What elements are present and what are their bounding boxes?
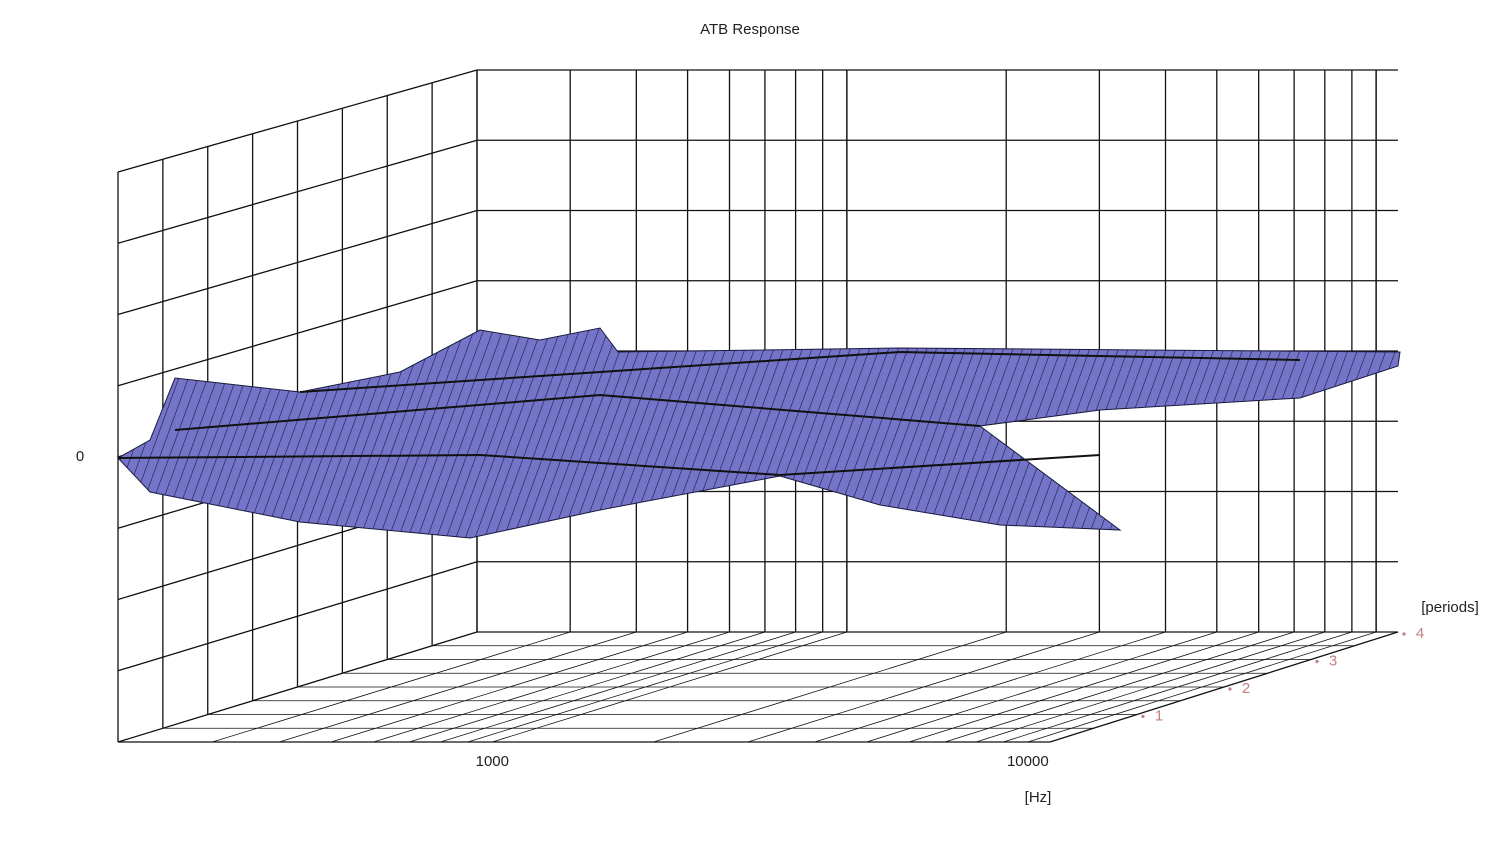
minor-grid-line <box>117 631 478 743</box>
minor-grid-line <box>492 631 848 743</box>
minor-grid-line <box>975 631 1325 743</box>
x-tick-label: 1000 <box>476 753 509 770</box>
z-tick-label: 1 <box>1155 707 1163 724</box>
tick-labels: 1000 10000 0 1 2 3 4 <box>76 448 1424 770</box>
z-tick-label: 4 <box>1416 625 1424 642</box>
minor-grid-line <box>467 631 823 743</box>
x-axis-label: [Hz] <box>1025 789 1052 806</box>
side-wall-grid <box>117 69 478 173</box>
minor-grid-line <box>373 631 730 743</box>
minor-grid-line <box>1003 631 1353 743</box>
z-tick-label: 2 <box>1242 680 1250 697</box>
z-tick-mark <box>1141 714 1145 719</box>
minor-grid-line <box>440 631 796 743</box>
minor-grid-line <box>814 631 1166 743</box>
surface-ridge <box>117 350 1301 477</box>
side-wall-grid <box>117 209 478 316</box>
x-tick-label: 10000 <box>1007 753 1049 770</box>
z-tick-mark <box>1402 632 1406 636</box>
minor-grid-line <box>330 631 688 743</box>
minor-grid-line <box>279 631 637 743</box>
floor-edge <box>1049 631 1399 743</box>
minor-grid-line <box>1027 631 1377 743</box>
y-tick-label: 0 <box>76 448 84 465</box>
z-axis-label: [periods] <box>1421 599 1479 616</box>
side-wall-grid <box>117 139 478 244</box>
chart-title: ATB Response <box>700 21 800 38</box>
minor-grid-line <box>212 631 571 743</box>
z-tick-label: 3 <box>1329 652 1337 669</box>
surface <box>117 327 1401 539</box>
minor-grid-line <box>409 631 766 743</box>
minor-grid-line <box>747 631 1100 743</box>
minor-grid-line <box>653 631 1007 743</box>
z-tick-mark <box>1228 687 1232 691</box>
z-tick-mark <box>1315 659 1319 664</box>
minor-grid-line <box>908 631 1259 743</box>
minor-grid-line <box>866 631 1217 743</box>
side-wall-grid <box>117 280 478 387</box>
minor-grid-line <box>944 631 1295 743</box>
